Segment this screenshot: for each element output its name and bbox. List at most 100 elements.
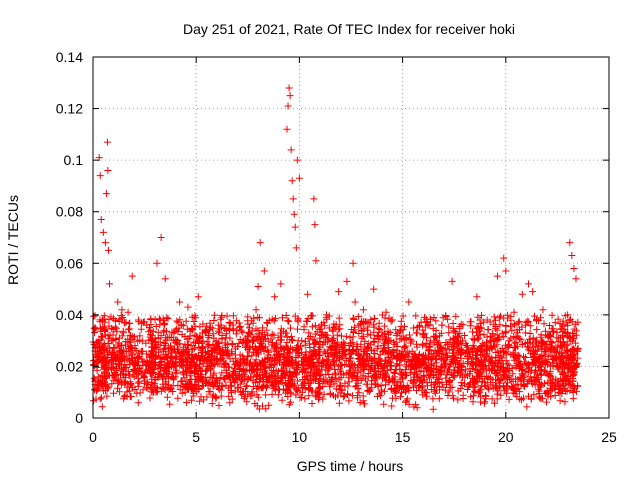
data-point: [97, 215, 105, 223]
data-point: [217, 321, 225, 329]
data-point: [461, 331, 469, 339]
data-point: [494, 272, 502, 280]
data-point: [118, 306, 126, 314]
x-axis-label: GPS time / hours: [297, 458, 404, 474]
data-point: [134, 316, 142, 324]
axis-ticks: [92, 56, 610, 419]
data-point: [525, 280, 533, 288]
data-point: [572, 275, 580, 283]
data-point: [95, 154, 103, 162]
data-point: [289, 195, 297, 203]
data-point: [143, 321, 151, 329]
data-point: [102, 190, 110, 198]
data-point: [570, 264, 578, 272]
data-point: [284, 102, 292, 110]
y-tick-label: 0.1: [64, 152, 84, 168]
data-point: [518, 290, 526, 298]
data-point: [291, 223, 299, 231]
data-point: [252, 306, 260, 314]
data-point: [184, 303, 192, 311]
data-point: [99, 228, 107, 236]
data-point: [153, 259, 161, 267]
y-tick-label: 0.14: [56, 49, 83, 65]
axis-tick-labels: 0 5 10 15 20 25 0 0.02 0.04 0.06 0.08 0.1 0.12 0.14: [56, 49, 617, 445]
data-point: [157, 234, 165, 241]
data-point: [423, 319, 431, 327]
x-tick-label: 10: [292, 429, 308, 445]
data-point: [483, 316, 491, 324]
data-point: [198, 329, 206, 337]
data-point: [312, 257, 320, 265]
y-tick-label: 0: [75, 410, 83, 426]
data-point: [104, 166, 112, 174]
data-point: [562, 329, 570, 337]
data-points: [89, 84, 582, 413]
data-point: [287, 146, 295, 154]
data-point: [271, 293, 279, 301]
data-point: [194, 293, 202, 301]
y-axis-label: ROTI / TECUs: [5, 195, 21, 285]
data-point: [438, 321, 446, 329]
data-point: [161, 275, 169, 283]
data-point: [292, 244, 300, 252]
data-point: [114, 298, 122, 306]
data-point: [311, 221, 319, 229]
data-point: [448, 277, 456, 285]
data-point: [322, 313, 330, 321]
x-tick-label: 5: [192, 429, 200, 445]
y-tick-label: 0.06: [56, 255, 83, 271]
data-point: [397, 326, 405, 334]
data-point: [539, 306, 547, 314]
data-point: [359, 306, 367, 314]
data-point: [256, 239, 264, 247]
data-point: [566, 239, 574, 247]
data-point: [124, 308, 132, 316]
data-point: [351, 298, 359, 306]
data-point: [260, 267, 268, 275]
data-point: [293, 156, 301, 164]
data-point: [286, 92, 294, 100]
data-point: [229, 326, 237, 334]
data-point: [500, 254, 508, 262]
y-tick-label: 0.08: [56, 204, 83, 220]
data-point: [568, 252, 576, 260]
chart-title: Day 251 of 2021, Rate Of TEC Index for r…: [183, 21, 515, 37]
data-point: [295, 174, 303, 182]
data-point: [288, 177, 296, 185]
data-point: [382, 308, 390, 316]
y-tick-label: 0.12: [56, 101, 83, 117]
data-point: [502, 267, 510, 275]
dense-roti-points: [89, 311, 582, 413]
data-point: [388, 316, 396, 324]
data-point: [277, 280, 285, 288]
data-point: [103, 138, 111, 146]
plot-frame: [92, 56, 610, 419]
data-point: [106, 280, 114, 288]
data-point: [254, 282, 262, 290]
data-point: [104, 246, 112, 254]
data-point: [242, 334, 250, 342]
data-point: [96, 172, 104, 180]
data-point: [551, 319, 559, 327]
x-tick-label: 25: [601, 429, 617, 445]
data-point: [335, 288, 343, 296]
data-point: [349, 259, 357, 267]
data-point: [370, 285, 378, 293]
data-point: [405, 298, 413, 306]
x-tick-label: 0: [89, 429, 97, 445]
data-point: [529, 288, 537, 296]
x-tick-label: 15: [395, 429, 411, 445]
data-point: [101, 239, 109, 247]
data-point: [343, 277, 351, 285]
data-point: [304, 290, 312, 298]
data-point: [176, 298, 184, 306]
data-point: [128, 272, 136, 280]
data-point: [510, 308, 518, 316]
data-point: [473, 293, 481, 301]
y-tick-label: 0.02: [56, 358, 83, 374]
data-point: [290, 210, 298, 218]
x-tick-label: 20: [498, 429, 514, 445]
data-point: [283, 125, 291, 133]
data-point: [310, 195, 318, 203]
